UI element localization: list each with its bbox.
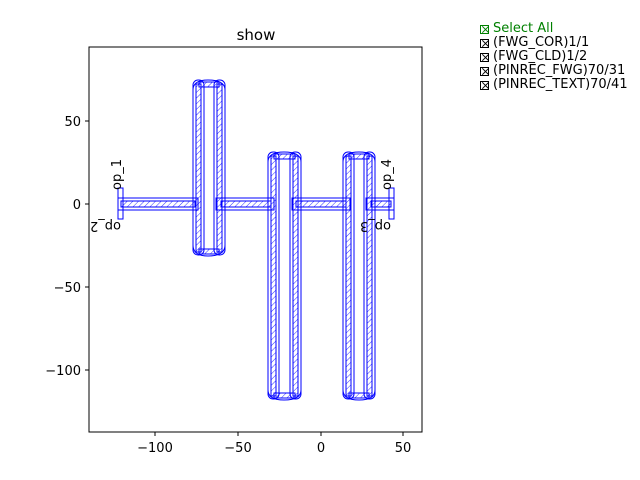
layer-checkbox-pinrec-fwg[interactable]: (PINREC_FWG)70/31 [480, 64, 628, 78]
checkbox-checked-icon [480, 38, 489, 48]
port-label-op4: op_4 [380, 159, 395, 190]
legend-label: Select All [493, 21, 554, 36]
y-tick-label: −100 [45, 364, 81, 379]
x-axis [154, 432, 404, 436]
x-tick-label: −50 [224, 441, 251, 456]
x-tick-label: 0 [317, 441, 325, 456]
plot-title: show [237, 26, 276, 44]
layer-checkbox-pinrec-text[interactable]: (PINREC_TEXT)70/41 [480, 78, 628, 92]
select-all-checkbox[interactable]: Select All [480, 22, 628, 36]
layer-checkbox-fwg-cld[interactable]: (FWG_CLD)1/2 [480, 50, 628, 64]
layer-legend: Select All (FWG_COR)1/1 (FWG_CLD)1/2 (PI… [480, 22, 628, 92]
core-hatch [120, 81, 392, 399]
layer-checkbox-fwg-cor[interactable]: (FWG_COR)1/1 [480, 36, 628, 50]
cladding-outline [117, 79, 395, 401]
port-label-op3: op_3 [360, 218, 391, 233]
axes-frame [88, 46, 423, 433]
y-tick-label: −50 [54, 281, 81, 296]
port-label-op2: op_2 [90, 218, 121, 233]
waveguide-layout [117, 79, 395, 401]
port-label-op1: op_1 [110, 159, 125, 190]
checkbox-checked-icon [480, 24, 489, 34]
legend-label: (FWG_CLD)1/2 [493, 49, 588, 64]
checkbox-checked-icon [480, 52, 489, 62]
x-tick-label: −100 [137, 441, 173, 456]
legend-label: (FWG_COR)1/1 [493, 35, 590, 50]
legend-label: (PINREC_TEXT)70/41 [493, 77, 628, 92]
y-tick-label: 0 [73, 198, 81, 213]
x-tick-label: 50 [395, 441, 412, 456]
checkbox-checked-icon [480, 80, 489, 90]
y-axis [85, 120, 89, 371]
y-tick-label: 50 [64, 115, 81, 130]
checkbox-checked-icon [480, 66, 489, 76]
legend-label: (PINREC_FWG)70/31 [493, 63, 626, 78]
